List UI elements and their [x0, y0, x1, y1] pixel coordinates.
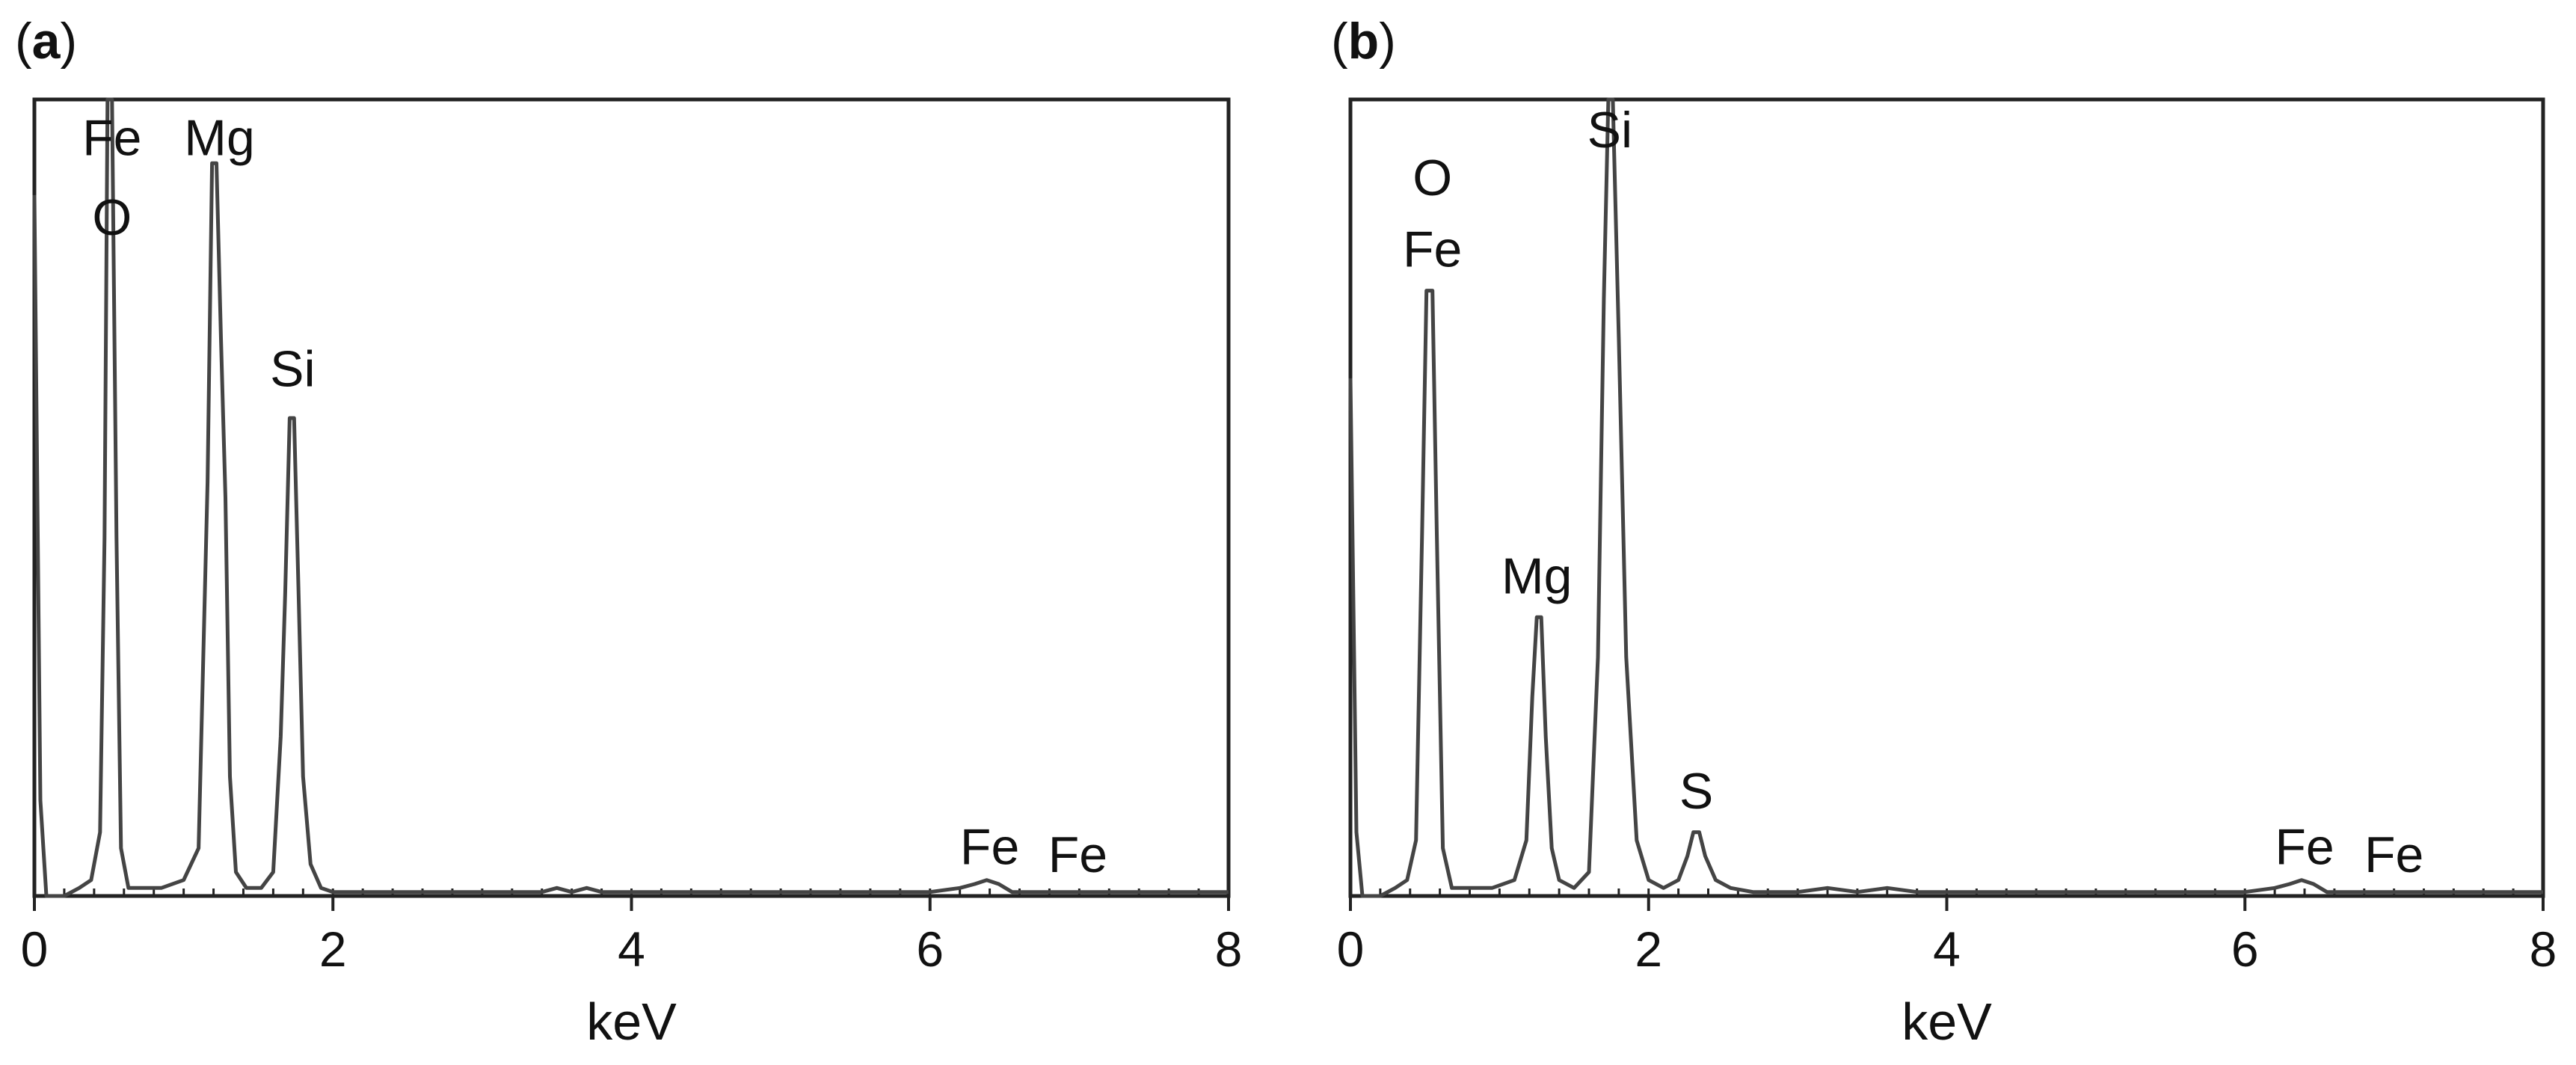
x-axis-label: keV — [1902, 992, 1992, 1051]
peak-label: S — [1679, 763, 1713, 820]
spectrum-line — [32, 97, 1229, 898]
x-tick-label: 4 — [618, 921, 645, 977]
peak-label: O — [1413, 150, 1452, 206]
peak-label: Fe — [1403, 221, 1462, 278]
x-axis-label: keV — [586, 992, 677, 1051]
peak-label: Si — [1587, 102, 1632, 159]
peak-label: Fe — [2275, 818, 2334, 875]
x-tick-label: 6 — [2231, 921, 2259, 977]
x-tick-label: 8 — [2530, 921, 2557, 977]
x-tick-label: 0 — [21, 921, 49, 977]
plot-frame — [32, 97, 1231, 898]
peak-label: Mg — [1501, 547, 1572, 604]
peak-label: Mg — [184, 110, 254, 167]
x-tick-label: 4 — [1933, 921, 1961, 977]
x-tick-label: 0 — [1337, 921, 1365, 977]
x-tick-label: 2 — [319, 921, 347, 977]
x-tick-label: 2 — [1635, 921, 1662, 977]
peak-label: Fe — [1048, 826, 1107, 883]
peak-label: Si — [270, 340, 315, 397]
panel-b: (b) 0 2 4 6 8 keV O Fe Si Mg S Fe Fe — [1331, 13, 2557, 1051]
spectrum-line — [1348, 97, 2543, 898]
panel-a: (a) 0 2 4 6 8 keV Fe O Mg Si Fe Fe — [15, 13, 1242, 1051]
panel-label: (a) — [15, 13, 77, 70]
peak-label: Fe — [2364, 826, 2423, 883]
x-tick-label: 6 — [916, 921, 944, 977]
peak-label: Fe — [960, 818, 1019, 875]
panel-label: (b) — [1331, 13, 1396, 70]
peak-label: Fe — [82, 110, 141, 167]
peak-label: O — [92, 189, 132, 246]
x-tick-label: 8 — [1215, 921, 1243, 977]
